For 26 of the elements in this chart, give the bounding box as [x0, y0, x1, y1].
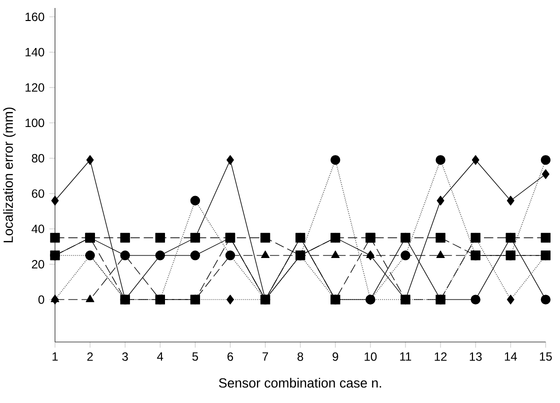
x-tick-label: 6	[228, 352, 234, 361]
x-tick-label: 14	[504, 352, 517, 361]
x-tick-label: 10	[364, 352, 377, 361]
y-tick-label: 160	[26, 12, 44, 22]
x-tick-label: 8	[298, 352, 304, 361]
y-tick-label: 60	[32, 189, 44, 198]
x-tick-label: 4	[157, 352, 164, 361]
x-tick-label: 7	[262, 352, 268, 361]
x-axis-title: Sensor combination case n.	[218, 378, 382, 388]
y-tick-label: 120	[26, 83, 44, 92]
y-tick-label: 100	[26, 118, 44, 128]
y-axis-title: Localization error (mm)	[3, 108, 16, 242]
x-tick-label: 12	[434, 352, 447, 361]
x-tick-label: 9	[332, 352, 338, 361]
x-tick-label: 15	[540, 352, 552, 361]
x-tick-label: 13	[470, 352, 482, 361]
y-tick-label: 80	[32, 154, 44, 162]
y-tick-label: 40	[32, 224, 44, 234]
y-tick-label: 140	[26, 48, 44, 56]
x-tick-label: 11	[400, 352, 412, 361]
x-tick-label: 2	[87, 352, 93, 361]
x-tick-label: 5	[192, 352, 198, 361]
y-tick-label: 0	[38, 295, 44, 304]
y-tick-label: 20	[32, 260, 44, 268]
x-tick-label: 1	[52, 352, 58, 361]
x-tick-label: 3	[122, 352, 128, 361]
